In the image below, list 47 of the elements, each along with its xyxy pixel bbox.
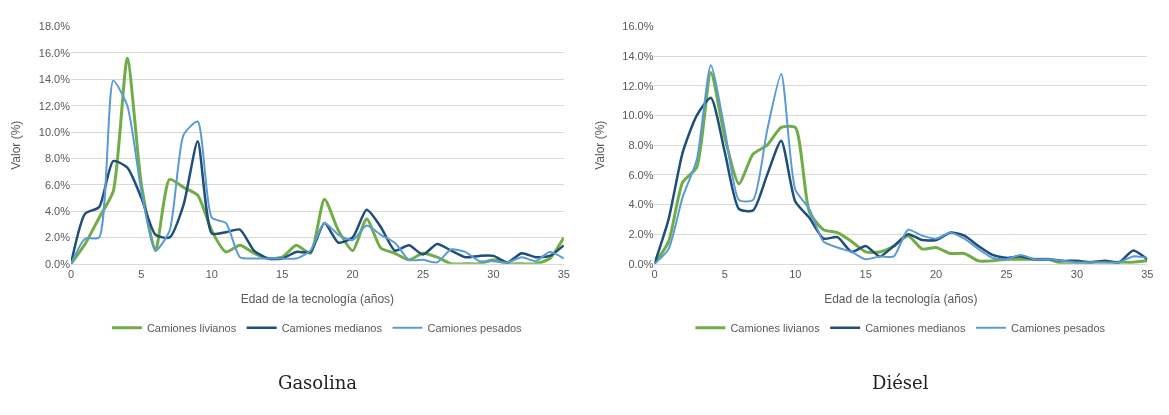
legend-label: Camiones livianos [730,322,821,335]
y-tick-label: 0.0% [44,257,71,270]
legend-label: Camiones pesados [1010,322,1106,335]
y-tick-label: 0.0% [628,257,654,270]
x-tick-label: 35 [1141,268,1154,280]
legend-label: Camiones livianos [146,322,237,335]
x-axis-title: Edad de la tecnología (años) [824,291,978,306]
legend-label: Camiones medianos [865,322,966,335]
text: Diésel [872,372,929,393]
x-tick-label: 15 [859,268,872,280]
x-tick-label: 10 [205,268,218,280]
y-tick-label: 16.0% [38,46,71,59]
y-tick-label: 2.0% [628,228,654,240]
x-tick-label: 15 [276,268,289,280]
y-tick-label: 8.0% [628,139,654,152]
y-tick-label: 2.0% [44,231,71,244]
y-axis-title: Valor (%) [9,120,24,170]
y-tick-label: 16.0% [622,20,654,33]
x-axis-title: Edad de la tecnología (años) [240,291,395,306]
x-tick-label: 20 [346,268,359,280]
y-axis-title: Valor (%) [592,120,607,170]
x-tick-label: 30 [487,268,500,280]
x-tick-label: 25 [1000,268,1013,280]
y-tick-label: 6.0% [628,168,654,181]
x-tick-label: 35 [557,268,570,280]
legend-label: Camiones medianos [281,322,383,335]
x-tick-label: 0 [67,268,75,280]
x-tick-label: 0 [651,268,658,280]
y-tick-label: 6.0% [44,178,71,191]
y-tick-label: 4.0% [44,204,71,217]
x-tick-label: 5 [138,268,145,280]
x-tick-label: 20 [929,268,943,280]
y-tick-label: 18.0% [38,20,71,33]
y-tick-label: 14.0% [38,73,71,86]
y-tick-label: 10.0% [622,109,654,122]
x-tick-label: 10 [789,268,802,280]
x-tick-label: 5 [721,268,728,280]
y-tick-label: 12.0% [38,99,71,112]
y-tick-label: 8.0% [44,152,71,165]
legend-label: Camiones pesados [427,322,523,335]
y-tick-label: 14.0% [622,50,654,63]
text: Gasolina [278,372,358,393]
y-tick-label: 4.0% [628,198,654,211]
y-tick-label: 10.0% [38,125,71,138]
x-tick-label: 25 [416,268,430,280]
y-tick-label: 12.0% [622,79,654,92]
x-tick-label: 30 [1070,268,1084,280]
